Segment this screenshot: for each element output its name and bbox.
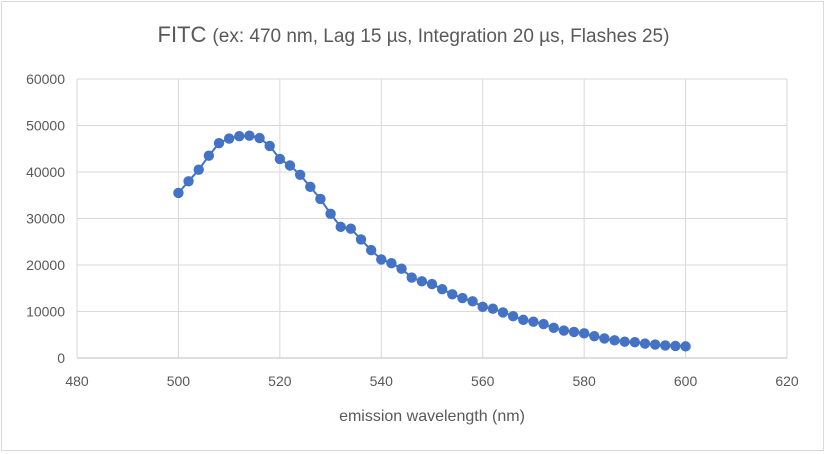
grid-lines xyxy=(77,78,788,358)
data-point xyxy=(639,338,651,349)
data-point xyxy=(619,336,630,347)
data-point xyxy=(680,341,691,352)
y-tick-label: 60000 xyxy=(26,71,65,87)
x-tick-label: 560 xyxy=(471,373,495,389)
data-point xyxy=(426,278,438,290)
data-point xyxy=(416,276,428,287)
data-point xyxy=(406,272,417,283)
data-point xyxy=(305,181,316,193)
data-point xyxy=(436,283,448,295)
x-tick-label: 480 xyxy=(65,373,89,389)
data-point xyxy=(589,330,600,342)
data-point xyxy=(396,263,407,274)
data-point xyxy=(649,339,661,350)
x-tick-label: 540 xyxy=(370,373,394,389)
chart-subtitle: (ex: 470 nm, Lag 15 µs, Integration 20 µ… xyxy=(212,26,670,47)
x-axis-label: emission wavelength (nm) xyxy=(339,408,525,425)
axes xyxy=(76,79,787,359)
data-point xyxy=(234,130,245,142)
x-tick-label: 500 xyxy=(167,373,191,389)
data-point xyxy=(376,254,387,265)
y-tick-label: 10000 xyxy=(26,304,65,320)
data-point xyxy=(670,340,681,352)
data-point xyxy=(355,234,367,245)
data-point xyxy=(599,333,610,344)
x-tick-label: 580 xyxy=(572,373,596,389)
data-point xyxy=(193,164,204,175)
data-point xyxy=(457,292,468,304)
data-point xyxy=(213,137,225,149)
y-tick-label: 20000 xyxy=(26,257,65,273)
data-point xyxy=(325,208,336,220)
data-point xyxy=(335,221,346,233)
data-point xyxy=(173,187,184,199)
data-point xyxy=(386,257,397,269)
data-point xyxy=(629,336,641,348)
data-point xyxy=(477,301,488,313)
data-point xyxy=(315,193,326,205)
data-point xyxy=(223,133,235,144)
data-point xyxy=(467,296,478,307)
data-point xyxy=(578,328,590,339)
chart-title: FITC (ex: 470 nm, Lag 15 µs, Integration … xyxy=(0,22,827,48)
y-tick-label: 40000 xyxy=(26,164,65,180)
y-tick-label: 50000 xyxy=(26,118,65,134)
data-point xyxy=(345,223,357,234)
data-point xyxy=(487,303,499,314)
data-point xyxy=(497,307,509,318)
chart-title-main: FITC xyxy=(157,22,207,47)
data-point xyxy=(203,150,215,161)
data-point xyxy=(507,310,519,322)
data-point xyxy=(294,169,306,180)
data-point xyxy=(558,325,570,336)
data-point xyxy=(447,289,458,300)
data-point xyxy=(568,326,580,338)
data-point xyxy=(284,160,296,171)
x-tick-label: 600 xyxy=(674,373,698,389)
data-point xyxy=(660,340,671,351)
y-tick-label: 30000 xyxy=(26,211,65,227)
data-point xyxy=(183,176,194,187)
data-point xyxy=(528,316,539,327)
data-point xyxy=(609,335,620,346)
data-point xyxy=(548,322,559,333)
tick-labels: 480 500 520 540 560 580 600 620 0 10000 20000 30000… xyxy=(26,71,799,389)
data-point xyxy=(274,153,286,165)
data-point xyxy=(244,130,255,141)
data-point xyxy=(365,244,377,256)
data-point xyxy=(254,132,265,144)
data-series xyxy=(173,130,691,352)
series-line xyxy=(177,134,686,348)
data-point xyxy=(264,140,275,152)
y-tick-label: 0 xyxy=(57,350,65,366)
data-point xyxy=(518,314,529,326)
data-point xyxy=(538,318,549,330)
x-tick-label: 620 xyxy=(775,373,799,389)
x-tick-label: 520 xyxy=(268,373,292,389)
